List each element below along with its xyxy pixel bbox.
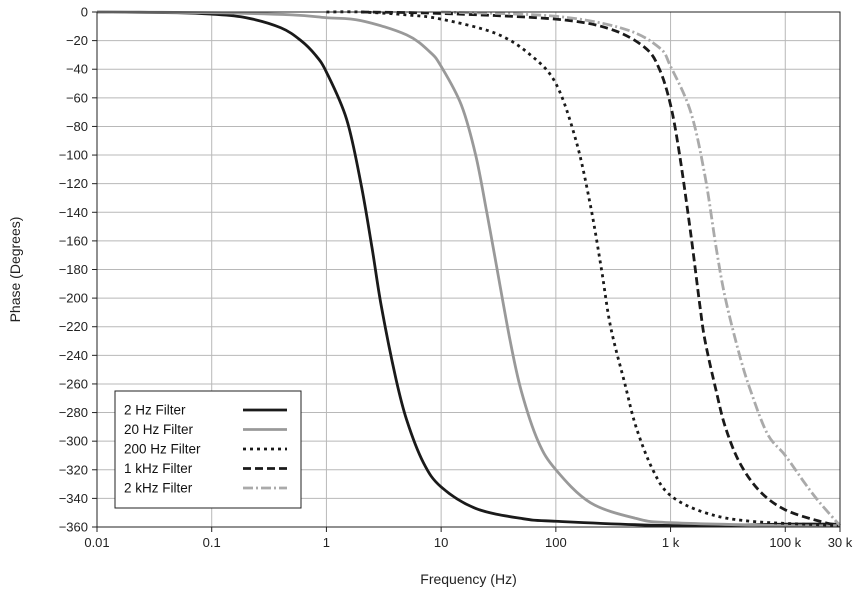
y-tick-label: −40 [66,62,88,77]
x-tick-label: 10 [434,535,448,550]
y-tick-label: −340 [59,491,88,506]
x-tick-label: 0.01 [84,535,109,550]
y-tick-label: −280 [59,405,88,420]
series-line-5 [441,10,842,527]
series-line-4 [360,10,841,527]
x-tick-labels: 0.01 0.1 1 10 100 1 k 100 k 30 k [84,527,853,550]
legend-label: 2 Hz Filter [124,403,186,418]
legend-label: 1 kHz Filter [124,461,193,476]
x-tick-label: 1 k [662,535,680,550]
series-line-1 [96,10,841,528]
legend: 2 Hz Filter 20 Hz Filter 200 Hz Filter 1 kH… [114,390,302,509]
y-tick-label: −320 [59,462,88,477]
x-tick-label: 30 k [828,535,853,550]
series-line-2 [96,10,841,528]
x-tick-label: 100 k [769,535,801,550]
y-tick-label: −200 [59,291,88,306]
y-tick-label: −260 [59,376,88,391]
y-tick-label: −220 [59,319,88,334]
y-tick-label: −100 [59,148,88,163]
y-tick-label: −120 [59,176,88,191]
x-axis-title: Frequency (Hz) [420,571,516,587]
y-tick-label: −160 [59,233,88,248]
y-tick-label: −60 [66,90,88,105]
series-layer [96,10,842,528]
x-tick-label: 1 [323,535,330,550]
y-tick-label: −20 [66,33,88,48]
legend-label: 20 Hz Filter [124,422,194,437]
legend-label: 2 kHz Filter [124,481,193,496]
y-tick-label: −140 [59,205,88,220]
y-tick-labels: 0 −20 −40 −60 −80 −100 −120 −140 −160 −180 −200 −22… [59,5,97,535]
series-line-3 [326,10,841,527]
y-tick-label: −360 [59,520,88,535]
y-tick-label: −180 [59,262,88,277]
legend-label: 200 Hz Filter [124,442,201,457]
x-tick-label: 0.1 [203,535,221,550]
y-axis-title: Phase (Degrees) [7,217,23,323]
y-tick-label: −240 [59,348,88,363]
y-tick-label: −80 [66,119,88,134]
y-tick-label: 0 [81,5,88,20]
y-tick-label: −300 [59,434,88,449]
x-tick-label: 100 [545,535,567,550]
